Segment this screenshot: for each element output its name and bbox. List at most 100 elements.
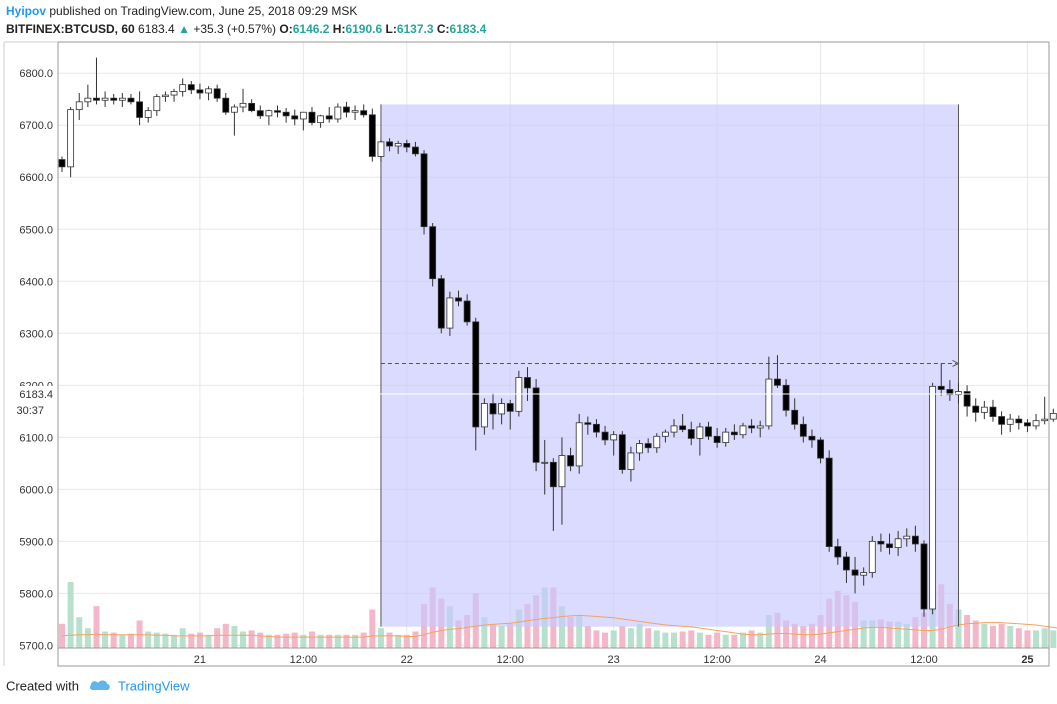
candle-up	[739, 425, 747, 436]
time-tick-label: 12:00	[910, 654, 938, 666]
volume-bar	[515, 609, 522, 648]
volume-bar	[1050, 630, 1057, 648]
candle-down	[248, 102, 256, 112]
volume-bar	[214, 628, 221, 648]
price-tick-label: 6800.0	[19, 68, 53, 80]
price-tick-label: 6600.0	[19, 172, 53, 184]
volume-bar	[912, 617, 919, 648]
candle-down	[808, 435, 816, 441]
candle-up	[377, 141, 385, 157]
volume-bar	[446, 606, 453, 648]
candle-up	[230, 106, 238, 113]
candle-up	[498, 403, 506, 415]
volume-bar	[645, 628, 652, 648]
candle-down	[532, 387, 540, 463]
volume-bar	[490, 623, 496, 648]
price-axis-bg	[0, 42, 58, 648]
candle-down	[644, 443, 652, 449]
candle-up	[265, 110, 273, 117]
price-tick-label: 6100.0	[19, 432, 53, 444]
candle-down	[463, 300, 471, 323]
volume-bar	[627, 628, 634, 648]
candle-down	[687, 429, 695, 439]
high-label: H:	[332, 22, 346, 36]
candle-down	[618, 434, 626, 470]
volume-bar	[653, 630, 660, 648]
open-label: O:	[279, 22, 293, 36]
chart-frame	[3, 41, 1050, 667]
candle-down	[136, 101, 143, 118]
volume-ma-line	[61, 614, 1057, 638]
volume-bar	[757, 632, 764, 648]
volume-bar	[153, 632, 160, 648]
candle-down	[274, 110, 281, 113]
volume-bar	[731, 634, 738, 648]
candle-down	[110, 97, 118, 101]
volume-bar	[981, 623, 988, 648]
candle-down	[412, 146, 419, 155]
volume-bar	[257, 632, 264, 648]
candle-down	[213, 88, 221, 99]
volume-bar	[783, 620, 790, 648]
candle-down	[774, 378, 781, 386]
close-label: C:	[436, 22, 450, 36]
candle-down	[834, 546, 842, 558]
volume-bar	[1007, 626, 1014, 648]
volume-bar	[903, 623, 910, 648]
volume-bar	[602, 632, 609, 648]
candle-down	[524, 377, 531, 389]
candle-up	[610, 434, 618, 441]
low-value: 6137.3	[396, 22, 434, 36]
volume-bar	[800, 626, 807, 648]
candle-down	[851, 569, 859, 576]
volume-bar	[231, 626, 238, 648]
price-axis[interactable]: 5700.05800.05900.06000.06100.06200.06300…	[0, 42, 1049, 652]
volume-bar	[377, 628, 384, 648]
candle-down	[308, 111, 316, 124]
candle-up	[351, 110, 359, 113]
candle-down	[705, 426, 712, 437]
candle-up	[299, 111, 307, 120]
candle-up	[756, 425, 764, 429]
volume-bar	[222, 623, 229, 648]
volume-bar	[567, 617, 574, 648]
tradingview-link[interactable]: TradingView	[118, 678, 190, 694]
volume-bar	[67, 582, 74, 648]
symbol-label: BITFINEX:BTCUSD, 60	[6, 22, 135, 36]
candle-down	[58, 159, 66, 168]
candle-up	[903, 535, 911, 540]
price-tick-label: 5800.0	[19, 588, 53, 600]
volume-bar	[283, 633, 290, 648]
volume-bar	[1041, 628, 1048, 648]
candle-up	[446, 297, 454, 329]
volume-bar	[748, 630, 755, 648]
volume-bar	[352, 634, 359, 648]
volume-bar	[739, 632, 746, 648]
volume-bar	[576, 615, 583, 648]
candle-up	[170, 91, 178, 96]
time-axis[interactable]: 21 12:00 22 12:00 23 12:00 24 12:00 25	[58, 648, 1049, 666]
volume-bar	[360, 632, 367, 648]
author-name[interactable]: Hyipov	[6, 4, 47, 18]
candle-down	[291, 115, 299, 120]
volume-bar	[119, 634, 126, 648]
candle-down	[549, 461, 557, 488]
candle-down	[368, 114, 376, 157]
last-price: 6183.4	[138, 22, 175, 36]
volume-bar	[300, 634, 307, 648]
candle-down	[825, 457, 833, 547]
published-text: published on TradingView.com, June 25, 2…	[49, 4, 358, 18]
footer: Created with TradingView	[6, 678, 190, 696]
candle-down	[420, 153, 428, 228]
candle-down	[946, 389, 954, 396]
candle-up	[179, 84, 187, 92]
volume-bar	[610, 630, 617, 648]
volume-bar	[619, 626, 626, 648]
candle-down	[920, 543, 928, 610]
candle-down	[937, 385, 945, 390]
volume-bar	[808, 623, 815, 648]
volume-bar	[412, 631, 419, 648]
candle-down	[817, 439, 824, 459]
price-tick-label: 6400.0	[19, 276, 53, 288]
